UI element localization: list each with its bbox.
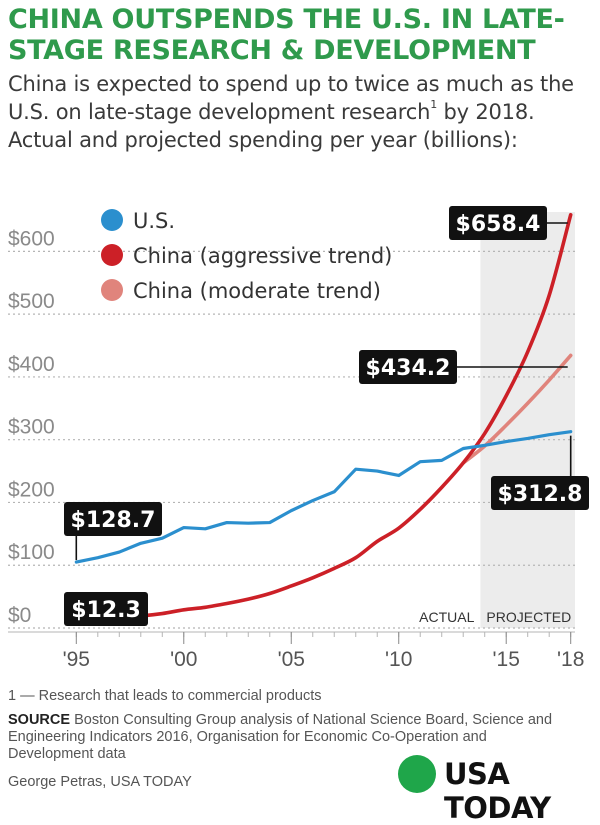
y-tick-label: $0 [8, 604, 31, 627]
legend-swatch-china_moderate [101, 279, 123, 301]
dek-tail: by 2018. Actual and projected spending p… [8, 100, 535, 152]
spending-chart: $0 $100 $200 $300 $400 $500 $600 '95 '00 '05 '10 '1… [8, 206, 589, 670]
legend-swatch-us [101, 209, 123, 231]
usa-today-logo: USA TODAY [398, 755, 598, 825]
y-tick-label: $100 [8, 541, 55, 564]
x-tick-label: '95 [63, 648, 90, 670]
x-tick-label: '00 [170, 648, 197, 670]
china-moderate-end-callout-box [359, 350, 457, 384]
y-tick-label: $200 [8, 478, 55, 501]
us-end-callout-box [491, 476, 589, 510]
legend-label-china_aggressive: China (aggressive trend) [133, 244, 392, 268]
footnote: 1 — Research that leads to commercial pr… [8, 688, 322, 704]
legend-swatch-china_aggressive [101, 244, 123, 266]
projection-shade [480, 212, 575, 628]
us-start-callout-label: $128.7 [71, 508, 156, 533]
source-text: Boston Consulting Group analysis of Nati… [8, 712, 553, 762]
y-tick-label: $600 [8, 227, 55, 250]
china-start-callout-box [64, 592, 148, 626]
china-start-callout-label: $12.3 [71, 598, 141, 623]
y-tick-label: $400 [8, 353, 55, 376]
us-end-callout-label: $312.8 [498, 482, 583, 507]
dek-main: China is expected to spend up to twice a… [8, 72, 574, 124]
series-line-china_aggressive [74, 212, 573, 623]
source-note: SOURCE Boston Consulting Group analysis … [8, 712, 568, 763]
y-tick-label: $500 [8, 290, 55, 313]
legend-label-china_moderate: China (moderate trend) [133, 279, 381, 303]
series-line-us [74, 430, 573, 564]
x-tick-label: '10 [385, 648, 412, 670]
logo-dot-icon [398, 755, 436, 793]
headline: CHINA OUTSPENDS THE U.S. IN LATE-STAGE R… [8, 4, 565, 66]
china-aggressive-end-callout-box [449, 206, 547, 240]
x-tick-label: '15 [493, 648, 520, 670]
legend-label-us: U.S. [133, 209, 175, 233]
y-tick-label: $300 [8, 416, 55, 439]
source-label: SOURCE [8, 712, 71, 728]
credit: George Petras, USA TODAY [8, 774, 192, 790]
dek: China is expected to spend up to twice a… [8, 70, 596, 154]
dek-footnote-marker: 1 [430, 98, 438, 111]
x-tick-label: '18 [557, 648, 584, 670]
china-moderate-end-callout-label: $434.2 [366, 356, 451, 381]
actual-period-label: ACTUAL [419, 609, 474, 625]
x-tick-label: '05 [278, 648, 305, 670]
series-line-china_moderate [461, 353, 573, 465]
us-start-callout-box [64, 502, 162, 536]
projected-period-label: PROJECTED [486, 609, 571, 625]
logo-text: USA TODAY [444, 757, 551, 825]
china-aggressive-end-callout-label: $658.4 [456, 212, 541, 237]
